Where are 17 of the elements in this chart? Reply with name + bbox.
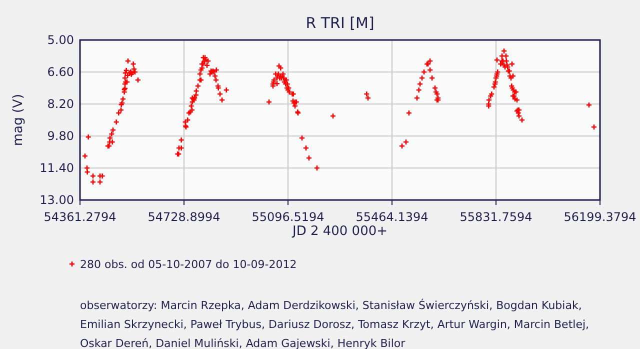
legend-label: 280 obs. od 05-10-2007 do 10-09-2012 [80,258,297,271]
x-axis-title: JD 2 400 000+ [291,224,388,239]
x-tick-label: 54728.8994 [148,210,220,224]
y-tick-label: 8.20 [47,96,74,111]
y-tick-label: 6.60 [47,64,74,79]
x-tick-label: 56199.3794 [564,210,636,224]
x-tick-label: 55831.7594 [460,210,532,224]
y-tick-label: 9.80 [47,128,74,143]
chart-title: R TRI [M] [306,14,374,32]
x-tick-label: 54361.2794 [44,210,116,224]
x-tick-label: 55096.5194 [252,210,324,224]
y-tick-label: 11.40 [40,160,74,175]
y-axis-title: mag (V) [11,94,26,146]
x-tick-label: 55464.1394 [356,210,428,224]
y-tick-label: 5.00 [47,32,74,47]
y-tick-label: 13.00 [40,192,74,207]
text: obserwatorzy: Marcin Rzepka, Adam Derdzikowski, Stanisław Świerczyński, Bogdan Kubiak, Emilian Skrzynecki, Paweł Trybus, Dariusz Dorosz, Tomasz Krzyt, Artur Wargin, Marcin Betlej, Oskar Dereń, Daniel Muliński, Adam Gajewski, Henryk Bilor [80,298,590,349]
